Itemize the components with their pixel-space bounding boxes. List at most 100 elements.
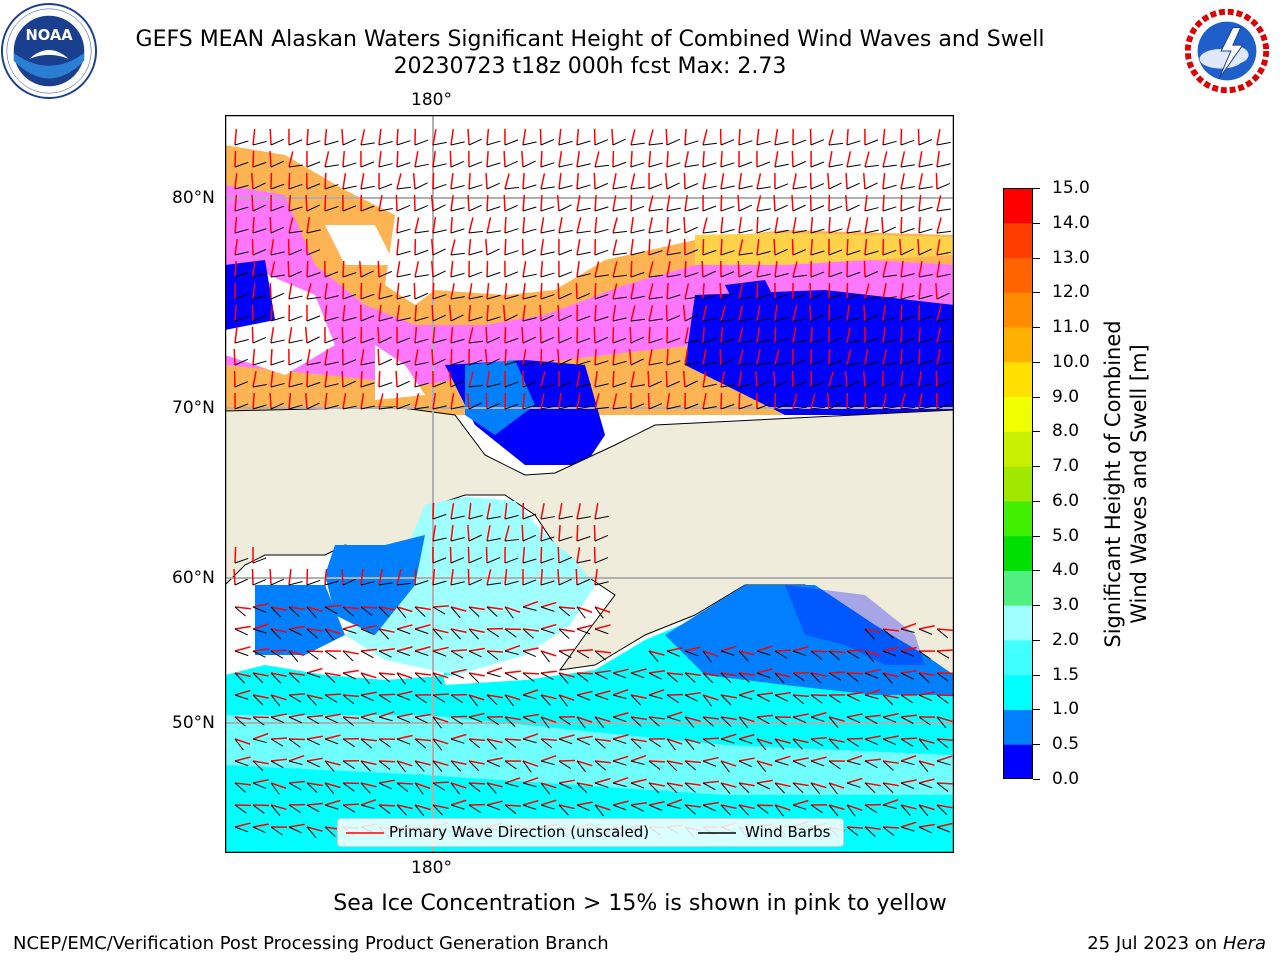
wind-barb <box>252 606 267 613</box>
wave-direction-arrow <box>612 305 617 322</box>
wind-barb <box>756 293 771 300</box>
wind-barb <box>396 380 410 388</box>
wind-barb <box>756 760 767 773</box>
wave-direction-arrow <box>378 606 395 611</box>
wave-direction-arrow <box>342 173 347 190</box>
wind-barb <box>918 694 932 702</box>
wind-barb <box>576 230 591 234</box>
wind-barb <box>576 140 591 146</box>
wave-direction-arrow <box>576 760 593 767</box>
wind-barb <box>666 672 679 683</box>
wind-barb <box>936 318 951 322</box>
wave-direction-arrow <box>846 777 863 784</box>
wind-barb <box>468 295 483 300</box>
wind-barb <box>252 826 266 834</box>
wind-barb <box>324 295 339 300</box>
wave-direction-arrow <box>864 782 881 787</box>
wave-direction-arrow <box>936 129 941 146</box>
wave-direction-arrow <box>684 283 690 300</box>
wind-barb <box>648 380 662 388</box>
wind-barb <box>810 672 822 684</box>
wind-barb <box>450 557 465 564</box>
wind-barb <box>288 249 303 256</box>
wave-direction-arrow <box>684 804 701 808</box>
wave-direction-arrow <box>396 569 402 586</box>
wave-direction-arrow <box>234 194 238 212</box>
wind-barb <box>594 206 609 212</box>
wave-direction-arrow <box>324 283 328 300</box>
wind-barb <box>882 296 897 300</box>
wave-direction-arrow <box>864 349 869 366</box>
wind-barb <box>288 694 302 703</box>
wave-direction-arrow <box>918 348 921 366</box>
wind-barb <box>432 314 446 322</box>
wind-barb <box>504 650 519 655</box>
wave-direction-arrow <box>666 760 683 765</box>
wind-barb <box>864 250 879 256</box>
wind-barb <box>684 314 698 322</box>
wind-barb <box>612 274 627 278</box>
wind-barb <box>846 293 861 300</box>
wave-direction-arrow <box>252 694 269 699</box>
wave-direction-arrow <box>432 672 449 679</box>
wave-direction-arrow <box>576 606 593 613</box>
wave-direction-arrow <box>414 261 420 278</box>
wave-direction-arrow <box>468 782 486 785</box>
wave-direction-arrow <box>396 305 401 322</box>
wave-direction-arrow <box>540 260 544 278</box>
wave-direction-arrow <box>270 304 274 322</box>
wave-direction-arrow <box>450 393 455 410</box>
wind-barb <box>252 672 264 684</box>
wind-barb <box>270 316 285 322</box>
wave-direction-arrow <box>576 801 593 806</box>
wave-direction-arrow <box>720 326 724 344</box>
wind-barb <box>684 361 699 366</box>
wave-direction-arrow <box>756 349 761 366</box>
wave-direction-arrow <box>792 261 798 278</box>
wind-barb <box>882 249 897 256</box>
wave-direction-arrow <box>270 758 287 762</box>
wind-barb <box>882 164 897 168</box>
wave-direction-arrow <box>540 738 558 741</box>
wind-barb <box>270 650 284 659</box>
wind-barb <box>486 162 501 168</box>
wind-barb <box>558 628 570 640</box>
lon-label-top: 180° <box>411 90 452 110</box>
wind-barb <box>936 340 951 344</box>
wind-barb <box>630 358 644 366</box>
wind-barb <box>306 272 321 278</box>
wind-barb <box>522 513 537 520</box>
chart-title: GEFS MEAN Alaskan Waters Significant Hei… <box>135 27 1045 52</box>
wind-barb <box>576 672 589 682</box>
wave-direction-arrow <box>720 173 725 190</box>
wave-direction-arrow <box>432 646 449 652</box>
wave-direction-arrow <box>540 568 544 586</box>
wind-barb <box>558 163 573 168</box>
wave-direction-arrow <box>702 282 705 300</box>
wave-direction-arrow <box>450 348 453 366</box>
wave-direction-arrow <box>756 804 774 807</box>
wind-barb <box>828 804 839 817</box>
wind-barb <box>432 650 447 657</box>
wind-barb <box>486 716 499 726</box>
wind-barb <box>432 248 446 256</box>
wave-direction-arrow <box>936 822 953 828</box>
wave-direction-arrow <box>900 622 917 630</box>
wind-barb <box>576 383 591 388</box>
wind-barb <box>432 405 447 410</box>
wind-barb <box>252 315 267 322</box>
wind-barb <box>594 406 609 410</box>
wave-direction-arrow <box>558 648 575 652</box>
wave-direction-arrow <box>485 392 488 410</box>
wind-barb <box>432 606 446 615</box>
wave-direction-arrow <box>738 689 755 696</box>
wind-barb <box>702 804 716 812</box>
wind-barb <box>738 252 753 256</box>
wave-direction-arrow <box>468 327 474 344</box>
wind-barb <box>702 782 716 791</box>
colorbar-tick-label: 1.0 <box>1052 699 1080 720</box>
wave-direction-arrow <box>612 800 629 806</box>
colorbar-segment <box>1003 605 1033 641</box>
wind-barb <box>936 738 949 749</box>
wind-barb <box>630 318 645 322</box>
